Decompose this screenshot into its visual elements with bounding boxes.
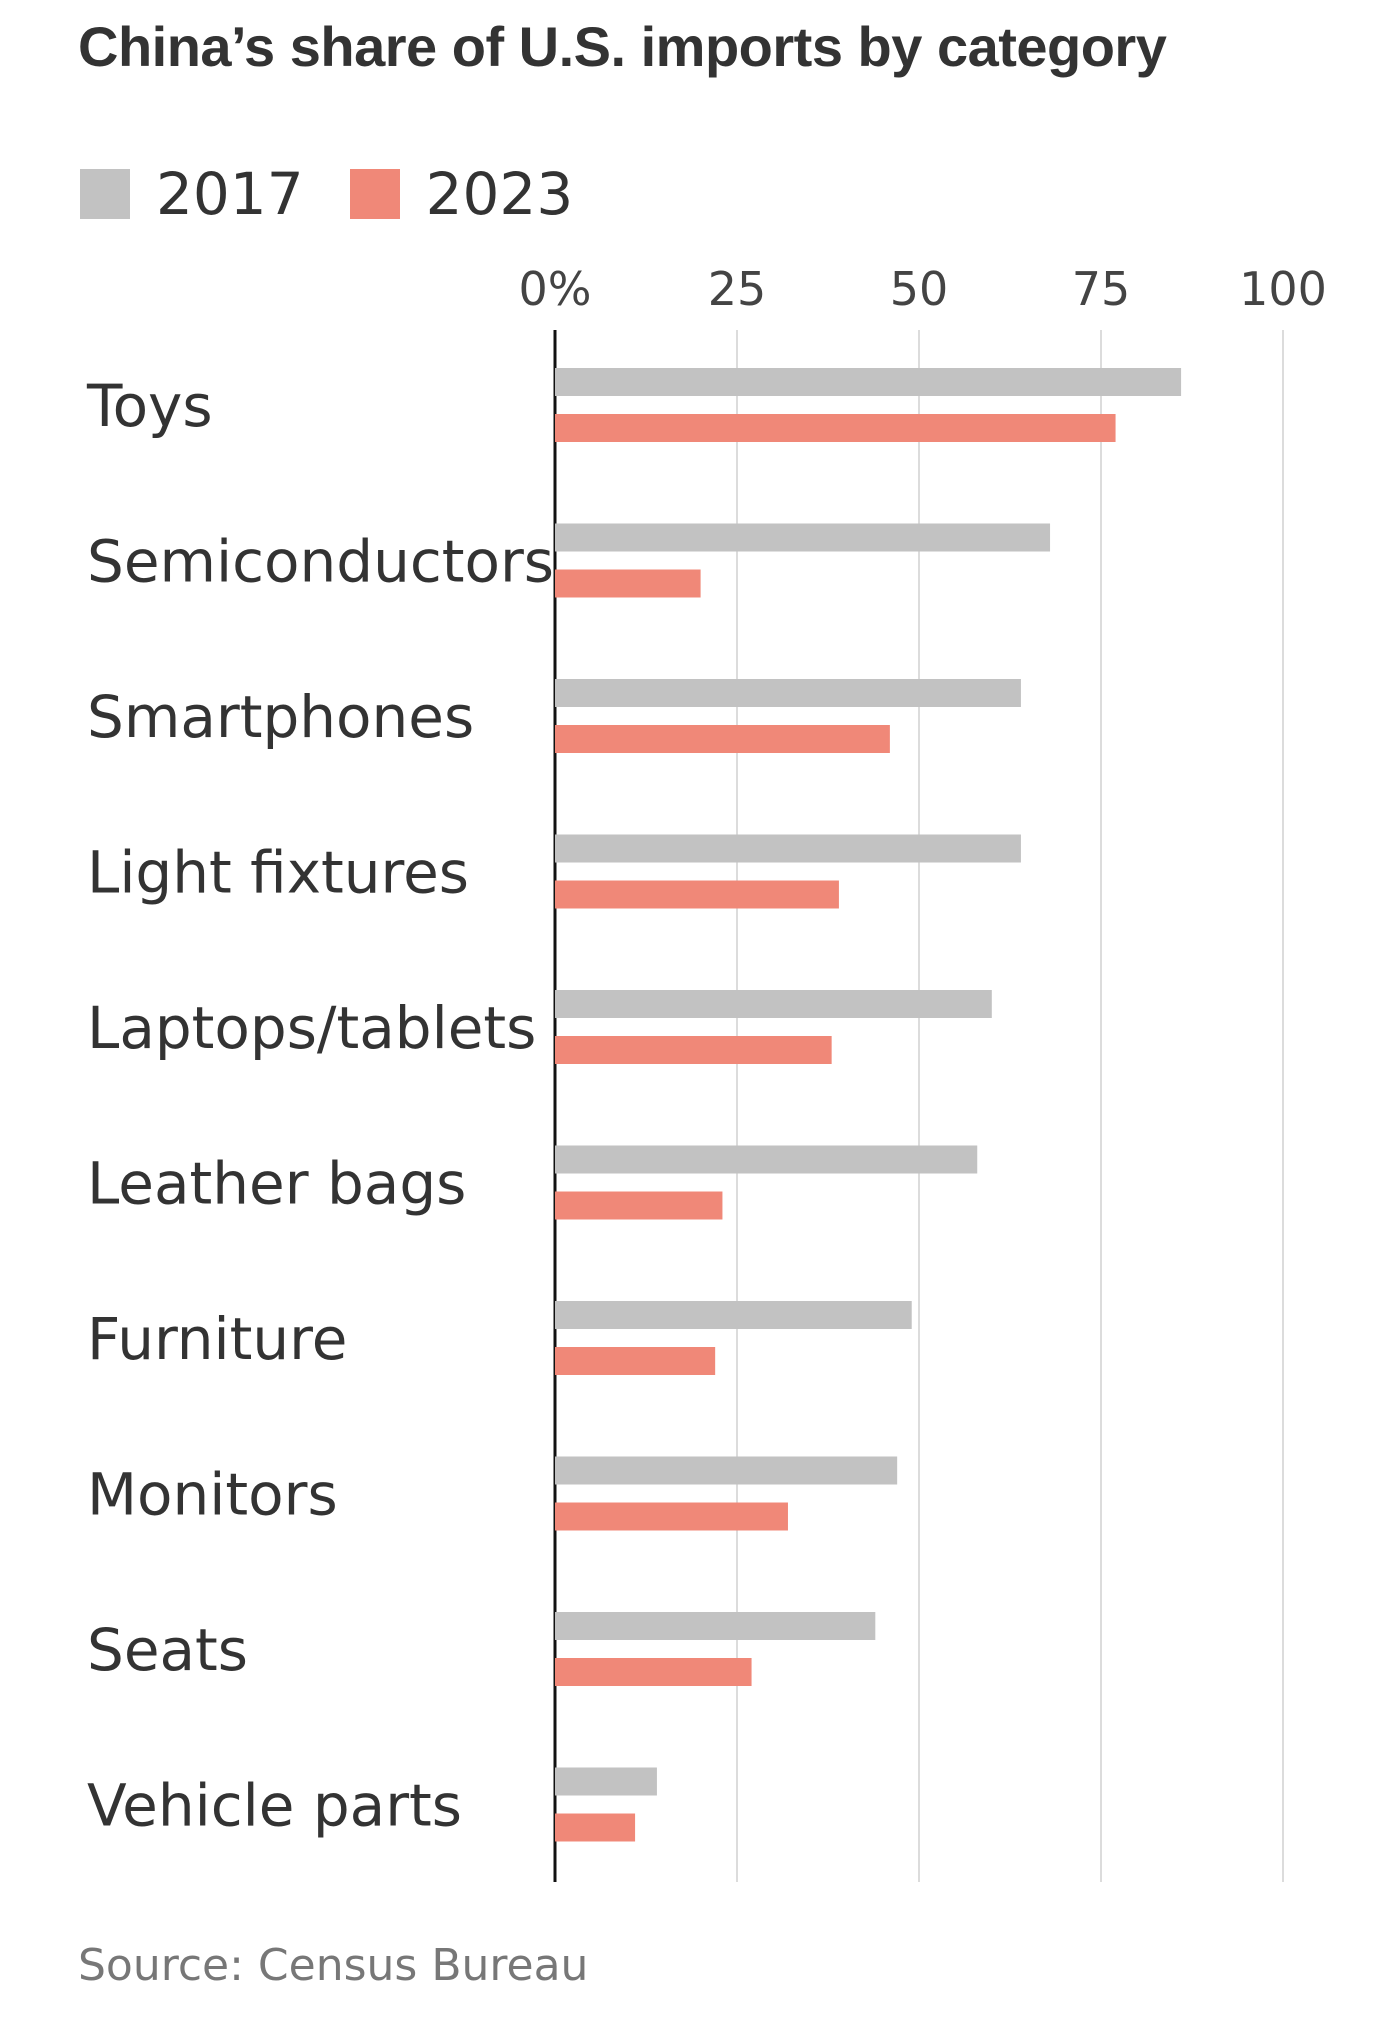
category-label: Laptops/tablets	[87, 994, 536, 1062]
bar-2017	[555, 679, 1021, 707]
legend-item-2017: 2017	[80, 160, 304, 228]
bar-2017	[555, 1456, 898, 1485]
chart-title: China’s share of U.S. imports by categor…	[78, 15, 1167, 78]
bar-2023	[555, 1813, 636, 1842]
gridlines	[553, 330, 1284, 1882]
category-label: Semiconductors	[87, 528, 554, 596]
bar-2017	[555, 834, 1021, 863]
bar-2023	[555, 1502, 788, 1531]
bar-2017	[555, 1301, 912, 1329]
legend-label-2017: 2017	[156, 160, 304, 228]
bar-2017	[555, 1612, 876, 1640]
x-tick-label: 0%	[519, 262, 592, 316]
x-tick-label: 25	[708, 262, 767, 316]
bar-2017	[555, 368, 1182, 396]
bar-2023	[555, 414, 1116, 442]
bar-2023	[555, 725, 890, 753]
bar-2017	[555, 1767, 657, 1796]
legend: 2017 2023	[80, 160, 619, 228]
bar-2023	[555, 1191, 723, 1220]
bar-2023	[555, 1347, 716, 1375]
legend-swatch-2023	[349, 169, 400, 219]
category-label: Toys	[86, 372, 213, 440]
bar-2017	[555, 523, 1051, 552]
category-label: Smartphones	[87, 683, 474, 751]
category-label: Vehicle parts	[87, 1772, 462, 1840]
bar-2023	[555, 1658, 752, 1686]
category-label: Light fixtures	[87, 839, 469, 907]
legend-item-2023: 2023	[349, 160, 574, 228]
bar-2017	[555, 990, 992, 1018]
category-label: Leather bags	[87, 1150, 466, 1218]
source-note: Source: Census Bureau	[78, 1940, 589, 1991]
bar-chart-plot: 0% 25 50 75 100 Toys Semiconductors Smartphone…	[86, 262, 1327, 1882]
x-tick-label: 50	[890, 262, 949, 316]
bars	[555, 368, 1182, 1842]
category-label: Furniture	[87, 1305, 347, 1373]
bar-2023	[555, 569, 701, 598]
legend-label-2023: 2023	[425, 160, 574, 228]
bar-2023	[555, 1036, 832, 1064]
legend-swatch-2017	[80, 169, 130, 219]
bar-2023	[555, 880, 839, 909]
x-tick-label: 100	[1239, 262, 1327, 316]
bar-2017	[555, 1145, 978, 1174]
category-label: Seats	[87, 1616, 248, 1684]
x-axis-ticks: 0% 25 50 75 100	[519, 262, 1327, 316]
category-labels: Toys Semiconductors Smartphones Light fixtu…	[86, 372, 554, 1840]
x-tick-label: 75	[1072, 262, 1131, 316]
category-label: Monitors	[87, 1461, 338, 1529]
